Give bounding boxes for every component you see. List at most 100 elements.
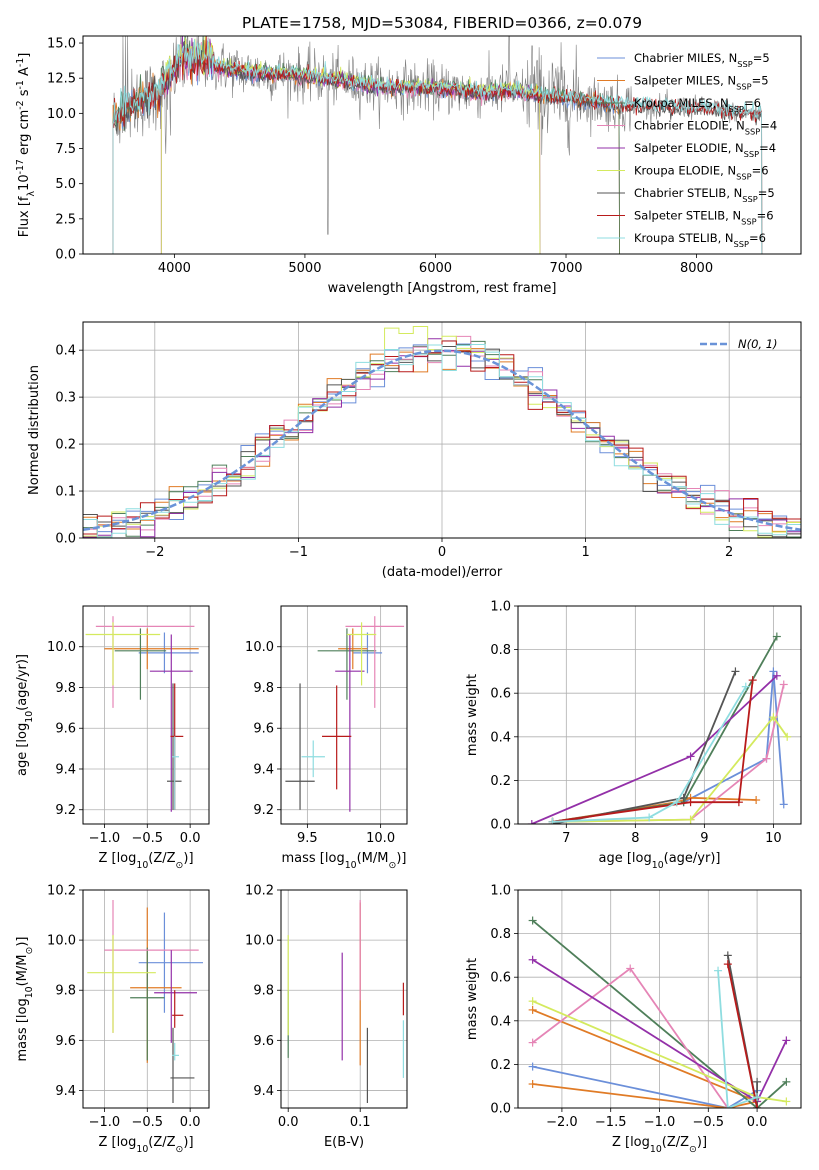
x-tick-label: 0.0 (180, 831, 201, 846)
panel-residuals: −2 −1 0 1 2 0.0 0.1 0.2 0.3 0.4 (data-model)/error… (27, 321, 802, 580)
y-tick-label: 12.5 (47, 72, 76, 87)
y-tick-label: 0.4 (490, 730, 511, 745)
y-tick-label: 5.0 (55, 177, 76, 192)
errorbar-chabrier-stelib (170, 1027, 195, 1103)
y-tick-label: 0.1 (55, 485, 76, 500)
y-tick-label: 0.0 (490, 818, 511, 833)
figure-title: PLATE=1758, MJD=53084, FIBERID=0366, z=0… (242, 14, 642, 32)
x-tick-label: −1.5 (595, 1115, 627, 1130)
y-tick-label: 2.5 (55, 212, 76, 227)
y-axis-label: mass [log10(M/M⊙)] (15, 937, 35, 1062)
plot-area-age_vs_Z (85, 616, 199, 812)
weight-series-kroupa-elodie (548, 713, 792, 824)
weight-line (532, 919, 787, 1108)
x-axis-label: Z [log10(Z/Z⊙)] (98, 851, 193, 871)
y-tick-label: 10.0 (47, 640, 76, 655)
errorbar-chabrier-miles (352, 632, 383, 674)
errorbar-kroupa-miles (130, 947, 165, 1061)
x-tick-label: −1.0 (89, 831, 121, 846)
errorbar-salpeter-stelib (170, 683, 184, 810)
x-tick-label: 10.0 (366, 831, 395, 846)
x-tick-label: 5000 (288, 261, 321, 276)
model-line-kroupa-stelib (112, 39, 763, 254)
weight-line (717, 970, 758, 1108)
y-axis-label: Flux [fλ10-17 erg cm-2 s-1 A-1] (15, 53, 37, 238)
axes-frame (280, 889, 408, 1109)
x-tick-label: 6000 (419, 261, 452, 276)
x-tick-label: 8000 (680, 261, 713, 276)
errorbar-kroupa-elodie (346, 622, 377, 686)
legend-label-normal: N(0, 1) (738, 337, 778, 351)
y-tick-label: 9.4 (55, 1084, 76, 1099)
residual-legend: N(0, 1) (700, 337, 778, 351)
plot-area-mass_vs_ebv (287, 900, 404, 1103)
y-tick-label: 9.2 (253, 803, 274, 818)
x-tick-label: 9 (700, 831, 708, 846)
weight-line (532, 1009, 761, 1108)
axes-frame (280, 605, 408, 825)
plot-area-spectrum (112, 36, 763, 254)
plot-area-mass_vs_Z (87, 900, 203, 1103)
errorbar-salpeter-elodie (335, 634, 365, 812)
model-line-chabrier-elodie (160, 41, 541, 254)
y-tick-label: 0.8 (490, 643, 511, 658)
y-tick-label: 15.0 (47, 37, 76, 52)
x-tick-label: −0.5 (693, 1115, 725, 1130)
x-tick-label: −1.0 (644, 1115, 676, 1130)
weight-line (552, 680, 754, 823)
errorbar-kroupa-elodie (87, 935, 156, 1033)
legend-label-salpeter-elodie: Salpeter ELODIE, NSSP=4 (634, 141, 776, 159)
y-tick-label: 0.6 (490, 687, 511, 702)
legend-label-kroupa-miles: Kroupa MILES, NSSP=6 (634, 96, 761, 114)
y-tick-label: 7.5 (55, 142, 76, 157)
y-tick-label: 10.0 (47, 934, 76, 949)
y-tick-label: 1.0 (490, 600, 511, 615)
x-tick-label: 1 (581, 545, 589, 560)
axes-frame (82, 605, 210, 825)
plot-area-mass_weight_vs_age (527, 632, 792, 824)
errorbar-kroupa-miles (317, 628, 377, 700)
errorbar-salpeter-elodie (154, 950, 197, 1043)
legend-label-kroupa-elodie: Kroupa ELODIE, NSSP=6 (634, 164, 769, 182)
y-tick-label: 9.4 (253, 762, 274, 777)
weight-line (552, 636, 778, 823)
x-tick-label: 10 (765, 831, 782, 846)
y-tick-label: 9.2 (55, 803, 76, 818)
legend-label-chabrier-stelib: Chabrier STELIB, NSSP=5 (634, 186, 775, 204)
x-tick-label: 0.0 (278, 1115, 299, 1130)
y-tick-label: 1.0 (490, 884, 511, 899)
y-tick-label: 0.2 (490, 1058, 511, 1073)
errorbar-chabrier-elodie (104, 900, 199, 1033)
x-tick-label: 4000 (158, 261, 191, 276)
axes-frame (517, 889, 802, 1109)
y-tick-label: 0.2 (55, 438, 76, 453)
residual-histogram-kroupa-stelib (83, 343, 801, 538)
y-tick-label: 10.0 (245, 640, 274, 655)
y-tick-label: 0.4 (55, 344, 76, 359)
model-line-chabrier-miles (112, 43, 620, 254)
x-axis-label: mass [log10(M/M⊙)] (282, 851, 407, 871)
y-tick-label: 9.8 (55, 984, 76, 999)
panel-age_vs_mass: 9.5 10.0 9.2 9.4 9.6 9.8 10.0 mass [log10(M/M⊙)… (245, 605, 408, 871)
plot-area-age_vs_mass (285, 616, 405, 812)
errorbar-chabrier-stelib (285, 683, 315, 810)
x-tick-label: 0.0 (180, 1115, 201, 1130)
y-tick-label: 9.6 (253, 722, 274, 737)
errorbar-chabrier-elodie (95, 616, 195, 708)
model-line-salpeter-elodie (160, 36, 541, 254)
x-tick-label: −1 (289, 545, 308, 560)
x-tick-label: −1.0 (89, 1115, 121, 1130)
plot-area-residuals (83, 325, 801, 538)
axes-frame (517, 605, 802, 825)
x-axis-label: wavelength [Angstrom, rest frame] (328, 281, 557, 296)
weight-series-kroupa-stelib (714, 966, 762, 1108)
y-tick-label: 9.6 (55, 1034, 76, 1049)
x-tick-label: 0 (438, 545, 446, 560)
panel-age_vs_Z: −1.0 −0.5 0.0 9.2 9.4 9.6 9.8 10.0 Z [log10(Z/Z⊙… (15, 605, 210, 871)
y-tick-label: 9.8 (253, 984, 274, 999)
plot-area-mass_weight_vs_Z (528, 916, 791, 1108)
weight-series-chabrier-elodie (528, 964, 732, 1108)
y-tick-label: 10.2 (47, 884, 76, 899)
x-axis-label: Z [log10(Z/Z⊙)] (98, 1135, 193, 1155)
